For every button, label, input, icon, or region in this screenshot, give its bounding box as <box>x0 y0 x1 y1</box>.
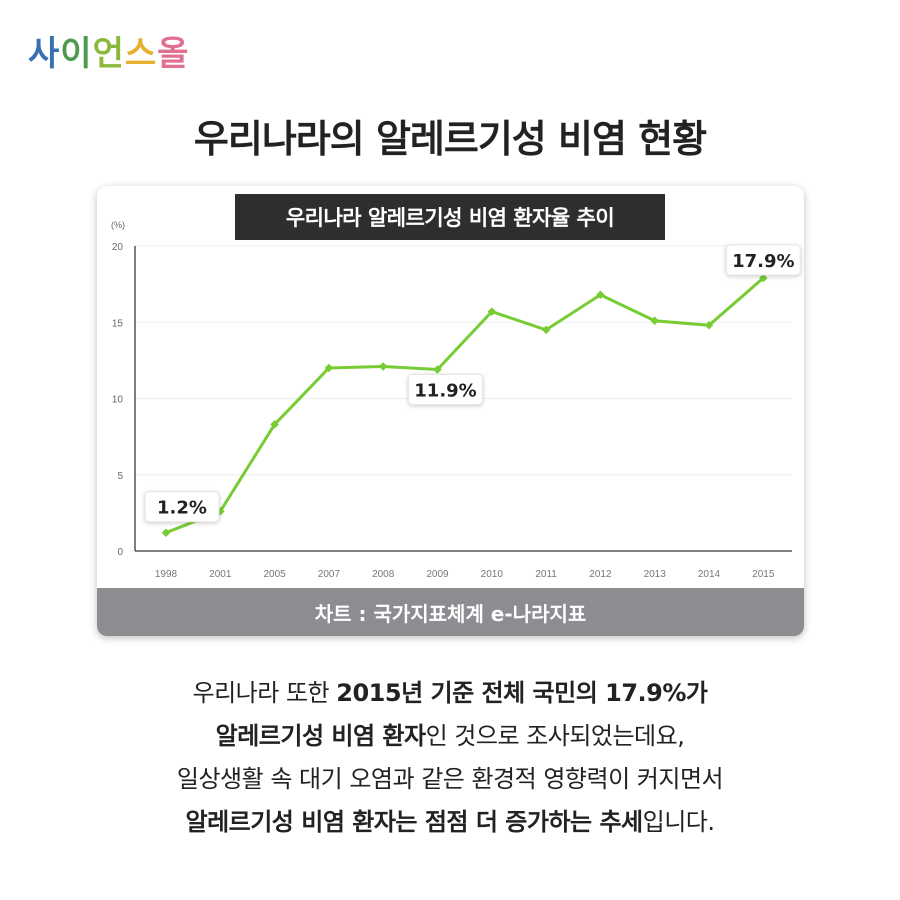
data-label-box <box>144 491 220 523</box>
y-tick-label: 20 <box>112 242 124 253</box>
logo-char: 올 <box>157 34 190 74</box>
series-line <box>165 276 765 535</box>
data-label: 1.2% <box>157 498 207 519</box>
text: 인 것으로 조사되었는데요, <box>425 722 685 750</box>
data-point <box>433 365 442 374</box>
bold-text: 2015년 기준 전체 국민의 17.9%가 <box>336 679 708 707</box>
x-tick-label: 2015 <box>752 569 775 580</box>
text: 일상생활 속 대기 오염과 같은 환경적 영향력이 커지면서 <box>176 765 724 793</box>
x-tick-label: 2011 <box>535 569 557 580</box>
text: 입니다. <box>642 808 715 836</box>
x-tick-label: 2009 <box>426 569 449 580</box>
data-point <box>270 420 279 429</box>
data-label: 11.9% <box>414 381 476 402</box>
x-tick-label: 2014 <box>698 569 721 580</box>
x-tick-label: 2013 <box>644 569 667 580</box>
line-chart: 0 5 10 15 20 (%) 1998 2001 2005 2007 2008 2009 2010 2… <box>111 220 801 580</box>
y-axis-label: (%) <box>111 220 125 230</box>
bold-text: 알레르기성 비염 환자 <box>215 722 426 750</box>
y-tick-label: 0 <box>117 547 123 558</box>
logo-char: 스 <box>124 34 158 74</box>
y-tick-label: 5 <box>117 471 123 482</box>
x-tick-label: 2012 <box>589 569 612 580</box>
data-point <box>650 316 659 325</box>
chart-card: 0 5 10 15 20 (%) 1998 2001 2005 2007 2008 2009 2010 2… <box>97 186 804 636</box>
x-tick-label: 2001 <box>209 569 232 580</box>
data-point <box>161 528 171 537</box>
chart-title: 우리나라 알레르기성 비염 환자율 추이 <box>235 194 665 240</box>
y-tick-label: 10 <box>112 395 124 406</box>
y-tick-label: 15 <box>112 318 124 329</box>
x-tick-label: 2008 <box>372 569 395 580</box>
data-point <box>324 363 334 373</box>
page-title: 우리나라의 알레르기성 비염 현황 <box>193 117 707 161</box>
data-point <box>541 325 551 335</box>
data-point <box>378 362 388 371</box>
logo-char: 언 <box>92 34 125 74</box>
chart-source: 차트 : 국가지표체계 e-나라지표 <box>97 588 804 636</box>
data-point <box>596 290 605 300</box>
data-label-box <box>725 244 801 276</box>
x-tick-label: 2007 <box>318 569 341 580</box>
x-tick-label: 2005 <box>263 569 286 580</box>
data-label-box <box>408 374 483 406</box>
logo-char: 사 <box>28 34 61 74</box>
data-point <box>487 307 497 316</box>
logo: 사이언스올 <box>28 26 189 75</box>
x-tick-label: 2010 <box>481 569 504 580</box>
x-tick-label: 1998 <box>155 569 178 580</box>
description: 우리나라 또한 2015년 기준 전체 국민의 17.9%가 알레르기성 비염 … <box>0 672 900 844</box>
data-label: 17.9% <box>732 251 794 272</box>
logo-char: 이 <box>60 34 93 74</box>
bold-text: 알레르기성 비염 환자는 점점 더 증가하는 추세 <box>185 808 643 836</box>
text: 우리나라 또한 <box>192 679 337 707</box>
